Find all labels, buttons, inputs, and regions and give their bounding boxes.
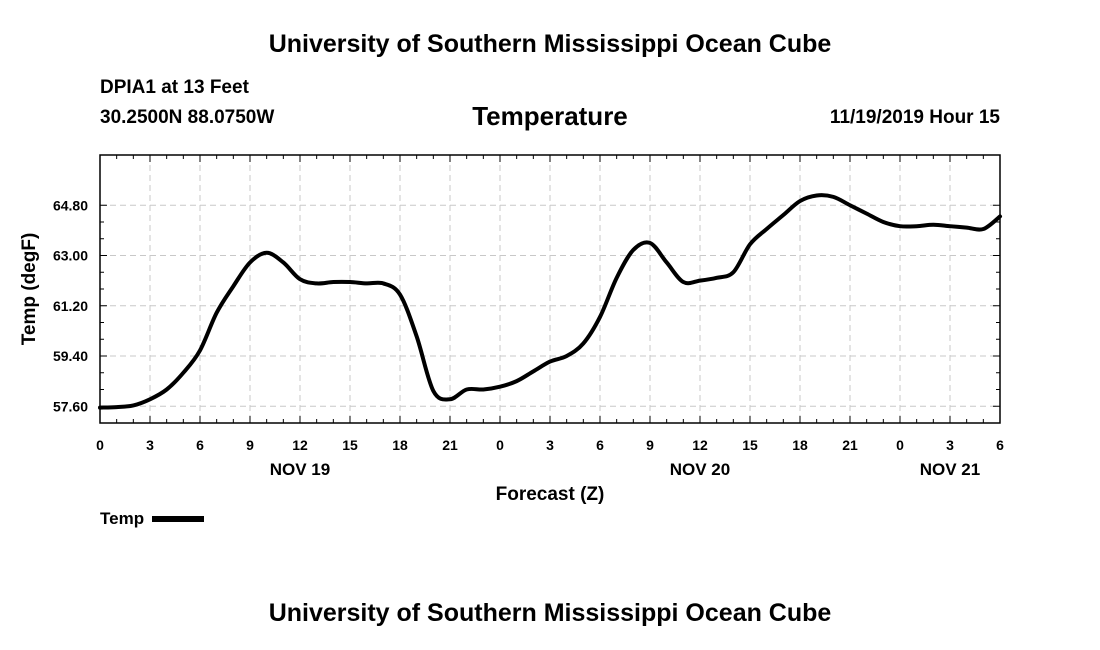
date-label: NOV 19	[270, 460, 330, 479]
x-tick-label: 0	[496, 437, 504, 453]
y-tick-label: 61.20	[53, 298, 88, 314]
x-tick-label: 6	[596, 437, 604, 453]
y-tick-label: 64.80	[53, 197, 88, 213]
chart-title: Temperature	[472, 101, 628, 131]
x-tick-label: 3	[546, 437, 554, 453]
datetime-label: 11/19/2019 Hour 15	[829, 107, 1000, 128]
date-label: NOV 21	[920, 460, 980, 479]
footer-title: University of Southern Mississippi Ocean…	[268, 599, 832, 627]
x-tick-label: 15	[342, 437, 358, 453]
legend-label-temp: Temp	[100, 509, 145, 528]
series-layer	[98, 193, 1002, 410]
station-label: DPIA1 at 13 Feet	[100, 77, 249, 98]
plot-frame	[99, 154, 1001, 424]
grid-lines	[100, 155, 1000, 423]
x-tick-label: 12	[692, 437, 708, 453]
series-line-temp	[98, 193, 1002, 410]
page-title: University of Southern Mississippi Ocean…	[268, 30, 832, 58]
x-tick-label: 6	[996, 437, 1004, 453]
x-tick-label: 21	[842, 437, 858, 453]
y-tick-label: 57.60	[53, 398, 88, 414]
date-label: NOV 20	[670, 460, 730, 479]
x-tick-label: 15	[742, 437, 758, 453]
coordinates-label: 30.2500N 88.0750W	[100, 107, 275, 128]
x-tick-label: 12	[292, 437, 308, 453]
tick-labels: 0 3 6 9 12 15 18 21 0 3 6 9 12 15 18 21 0 3 6 NOV 19 NOV 20 N…	[53, 197, 1004, 479]
y-tick-label: 59.40	[53, 348, 88, 364]
x-tick-label: 18	[392, 437, 408, 453]
x-tick-label: 3	[146, 437, 154, 453]
legend: Temp	[100, 509, 205, 529]
x-tick-label: 18	[792, 437, 808, 453]
x-axis-label: Forecast (Z)	[496, 484, 605, 505]
x-tick-label: 3	[946, 437, 954, 453]
legend-swatch-temp	[152, 516, 205, 522]
x-tick-label: 0	[896, 437, 904, 453]
y-tick-label: 63.00	[53, 248, 88, 264]
x-tick-label: 6	[196, 437, 204, 453]
y-axis-label: Temp (degF)	[19, 233, 40, 346]
x-tick-label: 0	[96, 437, 104, 453]
x-tick-label: 9	[246, 437, 254, 453]
x-tick-label: 21	[442, 437, 458, 453]
x-tick-label: 9	[646, 437, 654, 453]
